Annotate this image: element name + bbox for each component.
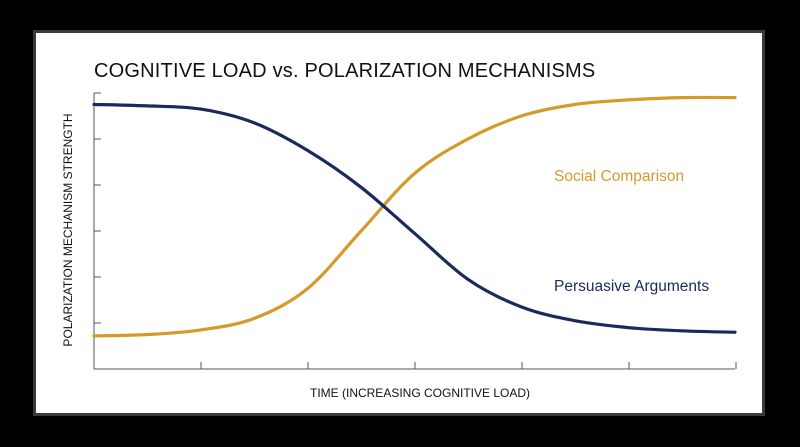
chart-frame [33,30,765,416]
axes [93,92,737,370]
series-label-persuasive-arguments: Persuasive Arguments [554,278,709,295]
series-layer [92,95,737,338]
series-label-social-comparison: Social Comparison [554,168,684,185]
y-axis-label: POLARIZATION MECHANISM STRENGTH [61,113,75,346]
x-axis-label: TIME (INCREASING COGNITIVE LOAD) [310,386,530,400]
series-line-persuasive-arguments [92,102,737,334]
series-line-social-comparison [92,95,737,338]
chart-title: COGNITIVE LOAD vs. POLARIZATION MECHANIS… [94,60,595,82]
